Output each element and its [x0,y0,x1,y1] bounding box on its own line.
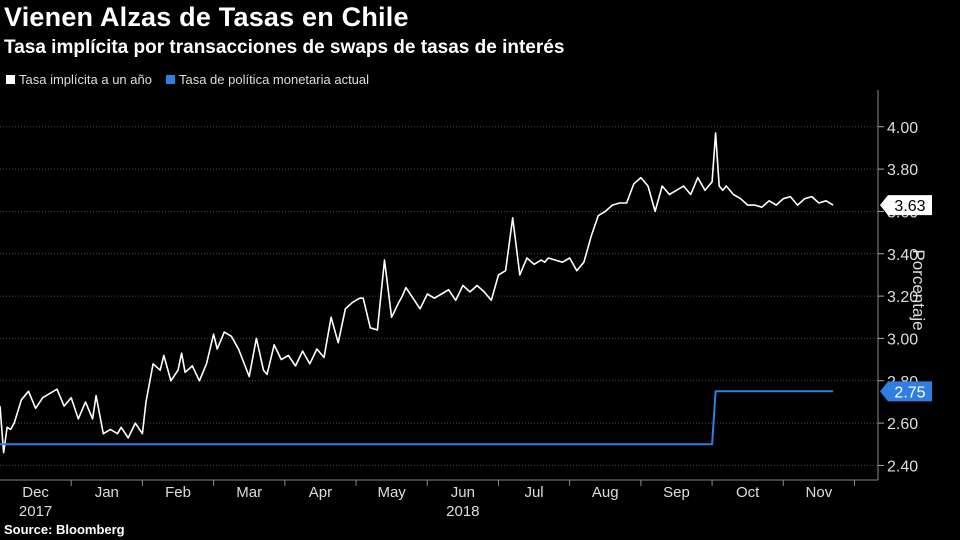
last-value-text: 3.63 [894,198,925,215]
legend-label-policy-rate: Tasa de política monetaria actual [178,72,370,87]
y-tick-label: 4.00 [887,120,918,137]
x-year-label: 2018 [446,503,479,520]
x-tick-label: Feb [165,484,191,501]
y-tick-label: 2.40 [887,458,918,475]
x-year-label: 2017 [19,503,52,520]
x-tick-label: Jun [451,484,475,501]
y-tick-label: 3.20 [887,289,918,306]
x-tick-label: Dec [22,484,49,501]
source-note: Source: Bloomberg [4,522,125,537]
x-tick-label: Oct [736,484,760,501]
y-tick-label: 2.60 [887,416,918,433]
x-tick-label: Sep [663,484,690,501]
last-value-label-implied: 3.63 [880,195,932,216]
last-value-text: 2.75 [894,384,925,401]
last-value-label-policy: 2.75 [880,381,932,402]
legend-swatch-blue [165,75,175,84]
last-value-badge [880,195,932,216]
last-value-badge [880,381,932,402]
x-tick-label: May [377,484,406,501]
y-tick-label: 3.40 [887,247,918,264]
chart-subtitle: Tasa implícita por transacciones de swap… [4,37,565,58]
legend-item-policy-rate: Tasa de política monetaria actual [165,72,370,87]
x-tick-label: Nov [806,484,833,501]
x-tick-label: Apr [309,484,332,501]
x-tick-label: Jan [95,484,119,501]
y-tick-label: 3.00 [887,331,918,348]
series-line-policy-rate [0,390,834,446]
legend-item-implied-rate: Tasa implícita a un año [6,72,152,87]
y-tick-label: 3.80 [887,162,918,179]
chart-title: Vienen Alzas de Tasas en Chile [4,2,409,32]
legend: Tasa implícita a un año Tasa de política… [6,72,369,87]
legend-swatch-white [6,75,15,84]
x-tick-label: Jul [524,484,543,501]
x-tick-label: Mar [236,484,262,501]
legend-label-implied-rate: Tasa implícita a un año [19,72,152,87]
series-line-implied-rate [0,132,834,454]
x-tick-label: Aug [592,484,619,501]
y-axis-label-text: Porcentaje [909,249,928,331]
